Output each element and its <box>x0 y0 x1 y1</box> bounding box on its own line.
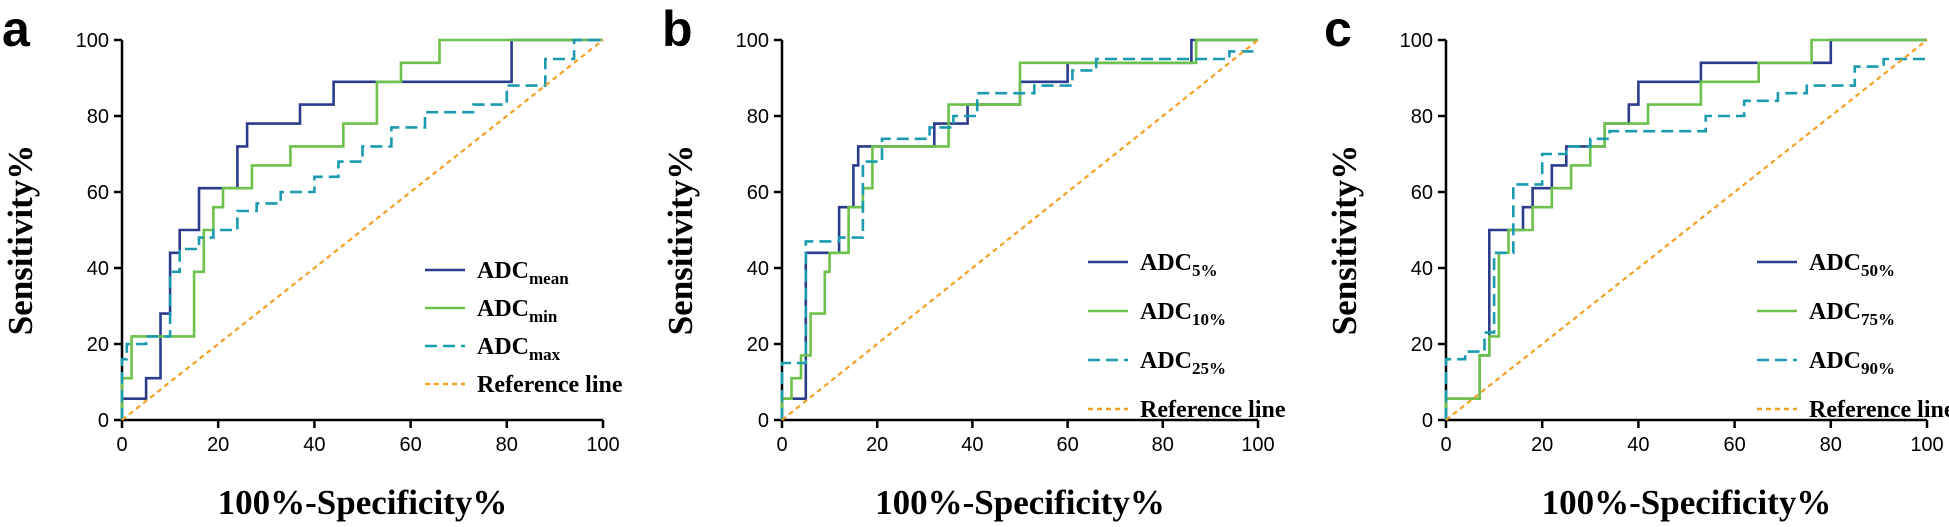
x-tick-label: 100 <box>1241 434 1274 456</box>
y-tick-label: 0 <box>98 410 109 432</box>
legend-label: ADC90% <box>1809 348 1895 378</box>
legend-label: ADCmean <box>477 258 569 288</box>
x-tick-label: 20 <box>207 434 229 456</box>
y-tick-label: 60 <box>747 182 769 204</box>
y-tick-label: 80 <box>747 106 769 128</box>
panel-label: c <box>1324 1 1352 57</box>
x-axis-title: 100%-Specificity% <box>1542 483 1832 522</box>
y-tick-label: 60 <box>1411 182 1433 204</box>
y-tick-label: 60 <box>87 182 109 204</box>
x-tick-label: 60 <box>1056 434 1078 456</box>
series-line-reference <box>121 39 604 421</box>
series-line-max <box>120 38 603 420</box>
x-tick-label: 80 <box>1152 434 1174 456</box>
y-tick-label: 0 <box>758 410 769 432</box>
series-line-mean <box>120 38 603 420</box>
y-tick-label: 0 <box>1422 410 1433 432</box>
legend: ADC5% ADC10% ADC25% Reference line <box>1088 250 1286 423</box>
x-tick-label: 20 <box>1531 434 1553 456</box>
y-tick-label: 20 <box>747 334 769 356</box>
x-tick-label: 0 <box>1440 434 1451 456</box>
x-tick-label: 80 <box>1820 434 1842 456</box>
y-tick-label: 100 <box>76 30 109 52</box>
y-axis-title: Sensitivity% <box>1 145 40 336</box>
y-tick-label: 100 <box>1400 30 1433 52</box>
x-tick-label: 0 <box>776 434 787 456</box>
x-tick-label: 0 <box>116 434 127 456</box>
legend-label: Reference line <box>1140 397 1286 423</box>
series-line-reference <box>781 39 1259 421</box>
legend: ADC50% ADC75% ADC90% Reference line <box>1757 250 1949 423</box>
legend: ADCmean ADCmin ADCmax Reference line <box>425 258 623 398</box>
y-tick-label: 80 <box>87 106 109 128</box>
x-tick-label: 20 <box>866 434 888 456</box>
legend-label: ADC5% <box>1140 250 1218 280</box>
series-line-75pct <box>1444 38 1927 420</box>
x-tick-label: 100 <box>586 434 619 456</box>
x-tick-label: 100 <box>1910 434 1943 456</box>
legend-label: ADC75% <box>1809 299 1895 329</box>
series-line-reference <box>1445 39 1928 421</box>
x-tick-label: 40 <box>961 434 983 456</box>
series-line-90pct <box>1444 57 1927 420</box>
y-axis-title: Sensitivity% <box>661 145 700 336</box>
panel-label: a <box>2 1 31 57</box>
x-tick-label: 40 <box>303 434 325 456</box>
x-tick-label: 60 <box>1723 434 1745 456</box>
legend-label: Reference line <box>477 372 623 398</box>
x-axis-title: 100%-Specificity% <box>218 483 508 522</box>
y-tick-label: 20 <box>87 334 109 356</box>
legend-label: ADC25% <box>1140 348 1226 378</box>
series-line-10pct <box>780 38 1258 420</box>
x-axis-title: 100%-Specificity% <box>875 483 1165 522</box>
y-tick-label: 40 <box>87 258 109 280</box>
legend-label: ADC50% <box>1809 250 1895 280</box>
legend-label: ADC10% <box>1140 299 1226 329</box>
panel-c: c 0 20 40 60 80 100 0 20 40 60 80 100 100%-Specificit… <box>1324 1 1949 522</box>
y-tick-label: 40 <box>747 258 769 280</box>
panel-a: a 0 20 40 60 80 100 0 20 40 60 80 100 100%-Specificit… <box>1 1 623 522</box>
x-tick-label: 80 <box>496 434 518 456</box>
series-line-min <box>120 38 603 420</box>
legend-label: ADCmin <box>477 296 558 326</box>
panel-b: b 0 20 40 60 80 100 0 20 40 60 80 100 100%-Specificit… <box>661 1 1286 522</box>
y-tick-label: 80 <box>1411 106 1433 128</box>
legend-label: Reference line <box>1809 397 1949 423</box>
y-tick-label: 20 <box>1411 334 1433 356</box>
series-line-25pct <box>780 50 1258 420</box>
y-tick-label: 40 <box>1411 258 1433 280</box>
legend-label: ADCmax <box>477 334 561 364</box>
y-tick-label: 100 <box>736 30 769 52</box>
x-tick-label: 40 <box>1627 434 1649 456</box>
x-tick-label: 60 <box>399 434 421 456</box>
panel-label: b <box>662 1 693 57</box>
y-axis-title: Sensitivity% <box>1325 145 1364 336</box>
